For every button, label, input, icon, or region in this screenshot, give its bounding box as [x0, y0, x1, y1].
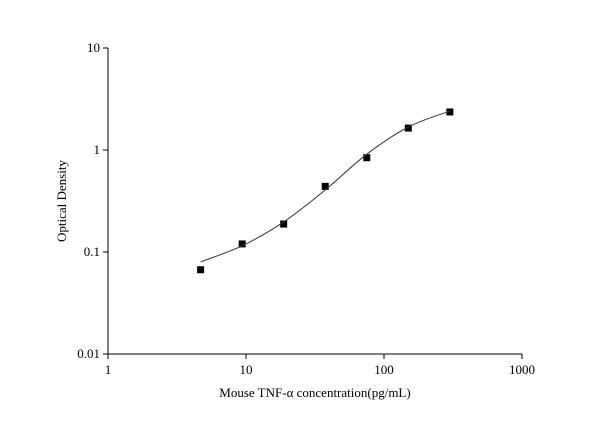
- data-point: [197, 266, 205, 274]
- x-axis-label: Mouse TNF-α concentration(pg/mL): [219, 385, 410, 400]
- y-axis-label: Optical Density: [54, 160, 69, 242]
- data-point: [321, 182, 329, 190]
- x-tick-label: 10: [240, 362, 253, 377]
- data-point: [446, 108, 454, 116]
- data-point: [363, 154, 371, 162]
- y-tick-label: 1: [94, 142, 101, 157]
- data-point: [280, 220, 288, 228]
- x-tick-label: 1: [105, 362, 112, 377]
- y-tick-label: 0.01: [77, 346, 100, 361]
- data-point: [404, 124, 412, 132]
- x-tick-label: 100: [374, 362, 394, 377]
- data-point: [238, 240, 246, 248]
- fit-curve: [200, 110, 451, 263]
- y-tick-label: 10: [87, 40, 100, 55]
- x-tick-label: 1000: [509, 362, 535, 377]
- y-tick-label: 0.1: [84, 244, 100, 259]
